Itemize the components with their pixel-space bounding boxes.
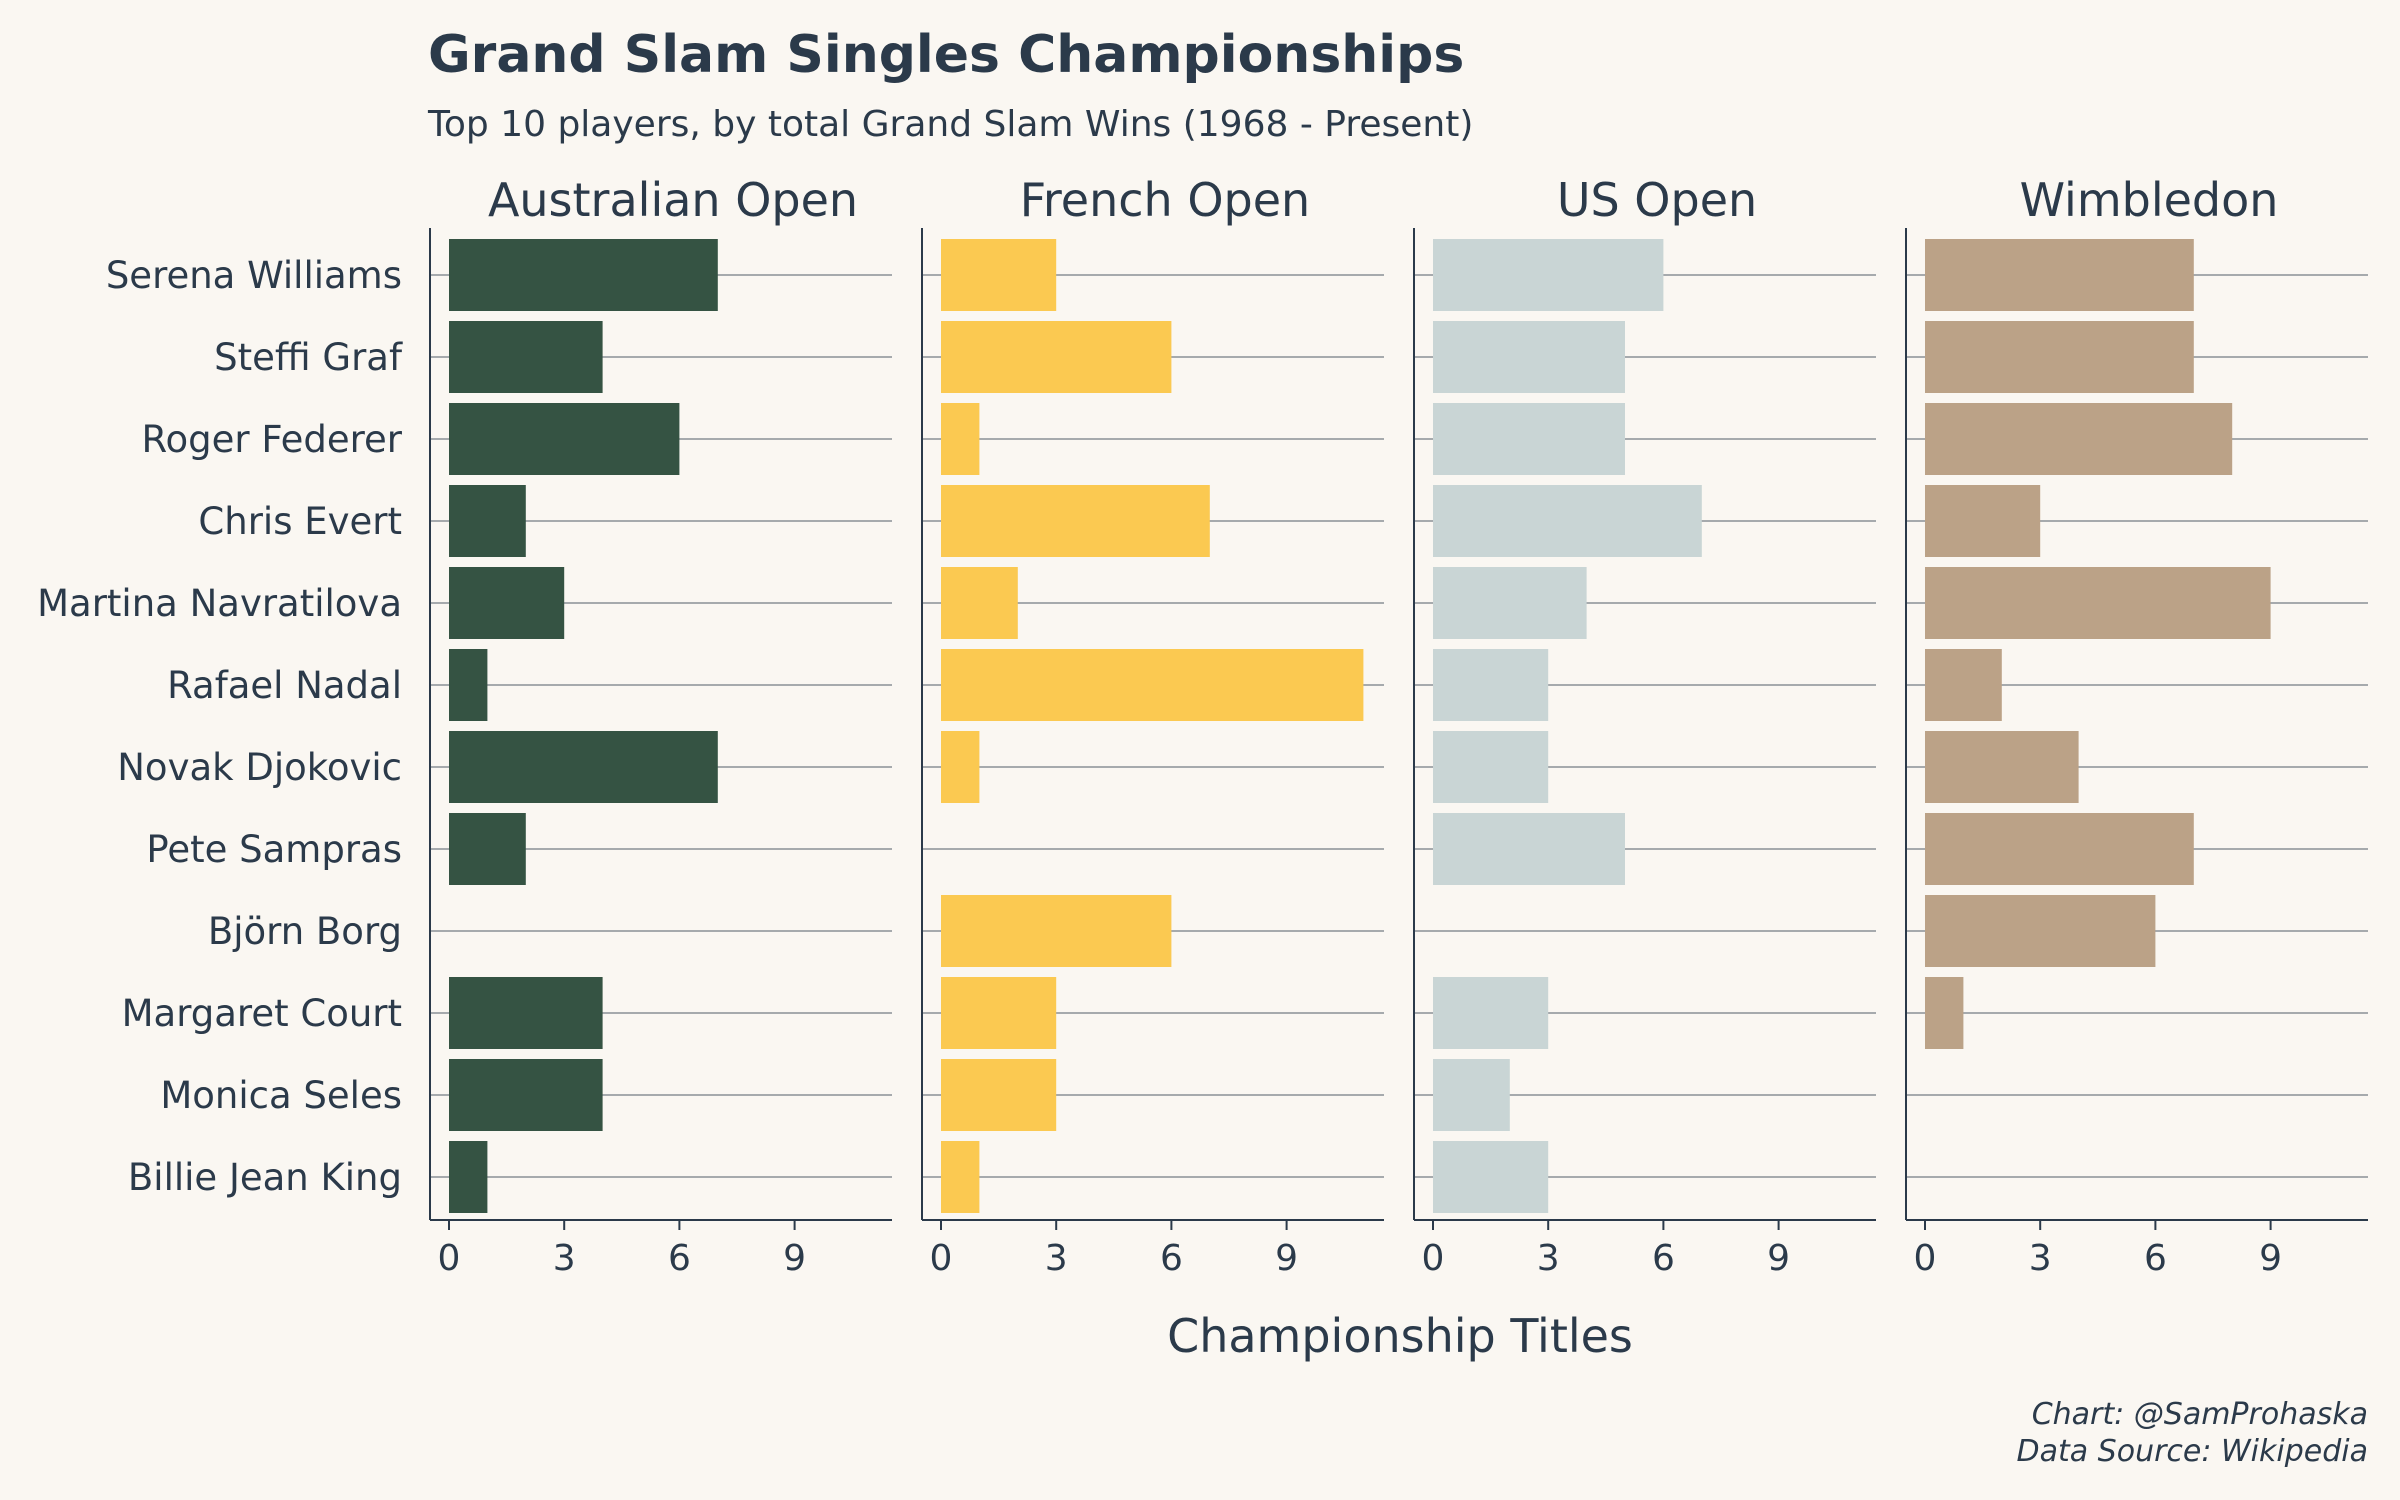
bar-french-open-steffi-graf [941, 321, 1172, 393]
y-tick-label: Björn Borg [208, 910, 402, 953]
bar-australian-open-martina-navratilova [449, 567, 565, 639]
caption-source: Data Source: Wikipedia [2017, 1434, 2368, 1469]
panel-title: Australian Open [488, 173, 858, 227]
bar-us-open-rafael-nadal [1433, 649, 1549, 721]
bar-us-open-martina-navratilova [1433, 567, 1587, 639]
bar-australian-open-steffi-graf [449, 321, 603, 393]
bar-us-open-billie-jean-king [1433, 1141, 1549, 1213]
y-tick-label: Billie Jean King [128, 1156, 402, 1199]
y-tick-label: Novak Djokovic [117, 746, 402, 789]
y-tick-label: Martina Navratilova [37, 582, 402, 625]
y-tick-label: Pete Sampras [146, 828, 402, 871]
y-tick-label: Roger Federer [141, 418, 402, 461]
y-tick-label: Chris Evert [198, 500, 402, 543]
x-tick-label: 6 [1652, 1238, 1675, 1279]
y-tick-label: Rafael Nadal [167, 664, 402, 707]
panel-australian-open: 0 3 6 9 Australian Open [429, 173, 892, 1279]
panel-us-open: 0 3 6 9 US Open [1413, 173, 1876, 1279]
bar-french-open-serena-williams [941, 239, 1057, 311]
bar-wimbledon-pete-sampras [1925, 813, 2194, 885]
x-tick-label: 3 [553, 1238, 576, 1279]
bar-french-open-novak-djokovic [941, 731, 980, 803]
y-tick-label: Monica Seles [160, 1074, 402, 1117]
x-tick-label: 0 [1422, 1238, 1445, 1279]
x-tick-label: 9 [1767, 1238, 1790, 1279]
bar-wimbledon-martina-navratilova [1925, 567, 2271, 639]
bar-french-open-rafael-nadal [941, 649, 1364, 721]
x-tick-label: 9 [1275, 1238, 1298, 1279]
bar-us-open-steffi-graf [1433, 321, 1625, 393]
x-tick-label: 6 [2144, 1238, 2167, 1279]
x-tick-label: 0 [1914, 1238, 1937, 1279]
bar-french-open-roger-federer [941, 403, 980, 475]
bar-wimbledon-rafael-nadal [1925, 649, 2002, 721]
x-tick-label: 0 [930, 1238, 953, 1279]
bar-wimbledon-bjorn-borg [1925, 895, 2156, 967]
chart-title: Grand Slam Singles Championships [428, 25, 1464, 85]
panel-wimbledon: 0 3 6 9 Wimbledon [1905, 173, 2368, 1279]
bar-french-open-billie-jean-king [941, 1141, 980, 1213]
y-tick-label: Margaret Court [122, 992, 402, 1035]
panel-french-open: 0 3 6 9 French Open [921, 173, 1384, 1279]
y-tick-label: Serena Williams [106, 254, 402, 297]
x-axis-title: Championship Titles [1167, 1309, 1633, 1363]
bar-australian-open-roger-federer [449, 403, 680, 475]
bar-wimbledon-chris-evert [1925, 485, 2041, 557]
bar-us-open-serena-williams [1433, 239, 1664, 311]
bar-us-open-roger-federer [1433, 403, 1625, 475]
bar-australian-open-chris-evert [449, 485, 526, 557]
bar-french-open-margaret-court [941, 977, 1057, 1049]
bar-wimbledon-margaret-court [1925, 977, 1964, 1049]
bar-australian-open-serena-williams [449, 239, 718, 311]
panel-title: US Open [1557, 173, 1757, 227]
bar-australian-open-monica-seles [449, 1059, 603, 1131]
bar-wimbledon-steffi-graf [1925, 321, 2194, 393]
x-tick-label: 3 [1537, 1238, 1560, 1279]
bar-wimbledon-roger-federer [1925, 403, 2233, 475]
x-tick-label: 6 [668, 1238, 691, 1279]
x-tick-label: 9 [783, 1238, 806, 1279]
bar-french-open-chris-evert [941, 485, 1210, 557]
caption-credit: Chart: @SamProhaska [2032, 1397, 2368, 1432]
bar-french-open-bjorn-borg [941, 895, 1172, 967]
x-tick-label: 3 [2029, 1238, 2052, 1279]
bar-australian-open-novak-djokovic [449, 731, 718, 803]
bar-wimbledon-serena-williams [1925, 239, 2194, 311]
bar-us-open-margaret-court [1433, 977, 1549, 1049]
bar-wimbledon-novak-djokovic [1925, 731, 2079, 803]
chart-subtitle: Top 10 players, by total Grand Slam Wins… [427, 104, 1473, 145]
x-tick-label: 0 [438, 1238, 461, 1279]
bar-australian-open-billie-jean-king [449, 1141, 488, 1213]
bar-us-open-pete-sampras [1433, 813, 1625, 885]
x-tick-label: 9 [2259, 1238, 2282, 1279]
bar-us-open-novak-djokovic [1433, 731, 1549, 803]
bar-us-open-monica-seles [1433, 1059, 1510, 1131]
facet-panels: 0 3 6 9 Australian Open 0 3 6 9 French Open 0 3 6 9 US… [429, 173, 2368, 1279]
panel-title: French Open [1020, 173, 1310, 227]
bar-australian-open-rafael-nadal [449, 649, 488, 721]
y-tick-label: Steffi Graf [214, 336, 403, 379]
bar-french-open-monica-seles [941, 1059, 1057, 1131]
x-tick-label: 3 [1045, 1238, 1068, 1279]
y-axis-labels: Serena Williams Steffi Graf Roger Federer C… [37, 254, 403, 1199]
bar-french-open-martina-navratilova [941, 567, 1018, 639]
bar-australian-open-pete-sampras [449, 813, 526, 885]
bar-us-open-chris-evert [1433, 485, 1702, 557]
bar-australian-open-margaret-court [449, 977, 603, 1049]
x-tick-label: 6 [1160, 1238, 1183, 1279]
panel-title: Wimbledon [2020, 173, 2279, 227]
